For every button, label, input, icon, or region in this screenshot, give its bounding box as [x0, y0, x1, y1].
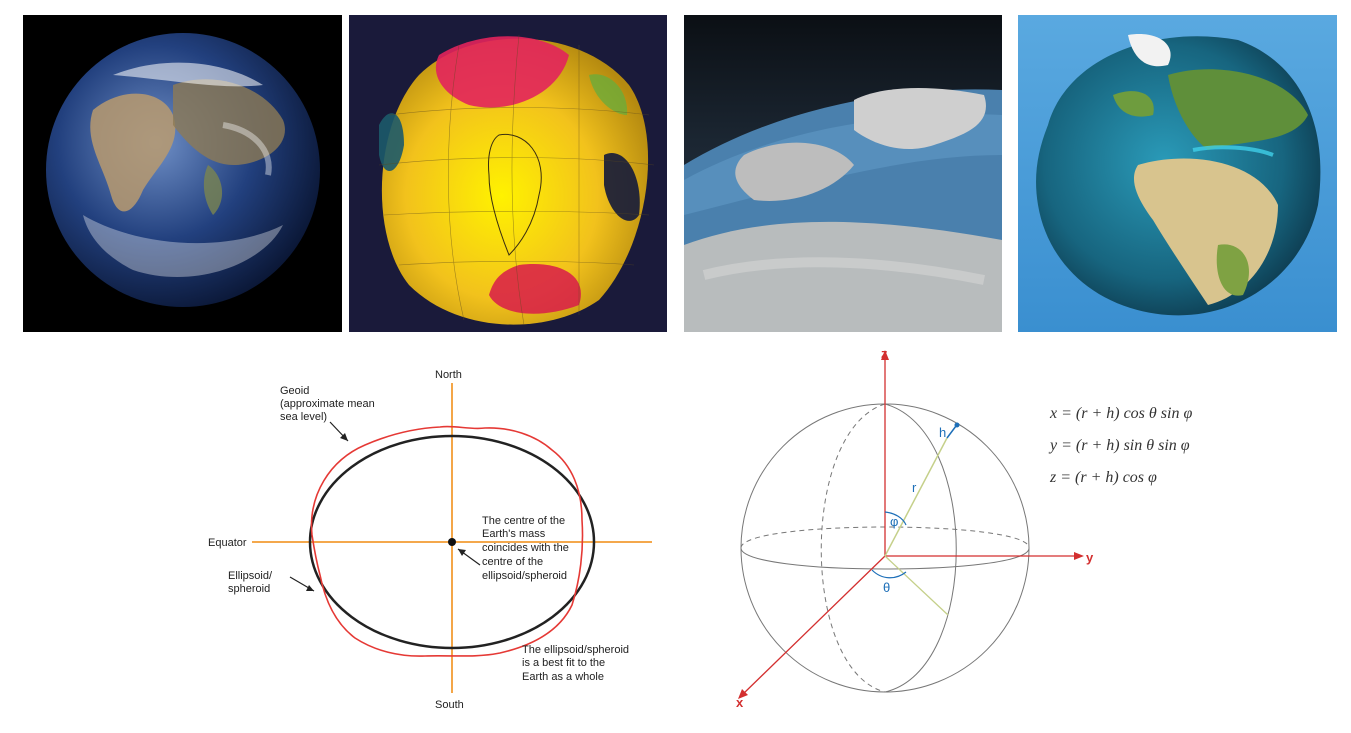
- formula-z: z = (r + h) cos φ: [1050, 469, 1157, 486]
- geoid-label-3: sea level): [280, 411, 327, 423]
- relief-terrain-icon: [684, 15, 1002, 332]
- centre-note-1: The centre of the: [482, 515, 565, 527]
- earth-photo: [23, 15, 342, 332]
- formula-y: y = (r + h) sin θ sin φ: [1050, 437, 1190, 454]
- z-arrowhead: [881, 350, 889, 360]
- north-label: North: [435, 369, 462, 381]
- meridian-front: [884, 403, 957, 693]
- theta-label: θ: [883, 580, 890, 595]
- x-axis: [741, 555, 886, 696]
- ellipsoid-arrowhead: [306, 585, 314, 591]
- fit-note-2: is a best fit to the: [522, 657, 605, 669]
- geoid-ellipsoid-diagram: North South Equator Geoid (approximate m…: [180, 355, 680, 725]
- geoid-gravity-map: [349, 15, 667, 332]
- y-axis-label: y: [1086, 550, 1094, 565]
- equator-front: [740, 547, 1030, 570]
- earth-relief-globe: [1018, 15, 1337, 332]
- geoid-label-1: Geoid: [280, 385, 309, 397]
- relief-terrain: [684, 15, 1002, 332]
- geoid-shape: [310, 425, 584, 657]
- centre-point: [448, 538, 456, 546]
- theta-arc: [871, 569, 907, 579]
- conversion-formulas: x = (r + h) cos θ sin φ y = (r + h) sin …: [1050, 398, 1290, 494]
- earth-photo-icon: [23, 15, 342, 332]
- phi-label: φ: [890, 514, 898, 529]
- height-vector: [946, 425, 957, 439]
- earth-relief-globe-icon: [1018, 15, 1337, 332]
- projection-line: [884, 555, 949, 616]
- ellipsoid-label-1: Ellipsoid/: [228, 570, 273, 582]
- south-label: South: [435, 699, 464, 711]
- geoid-label-2: (approximate mean: [280, 398, 375, 410]
- spherical-coordinates-diagram: z y x r h φ θ: [720, 340, 1140, 725]
- ellipsoid-label-2: spheroid: [228, 583, 270, 595]
- geoid-gravity-map-icon: [349, 15, 667, 332]
- equator-back: [740, 526, 1030, 549]
- x-axis-label: x: [736, 695, 744, 710]
- centre-note-5: ellipsoid/spheroid: [482, 570, 567, 582]
- meridian-back: [820, 403, 886, 693]
- z-axis-label: z: [881, 346, 888, 361]
- point-marker: [954, 422, 960, 428]
- y-arrowhead: [1074, 552, 1084, 560]
- equator-label: Equator: [208, 537, 247, 549]
- r-label: r: [912, 480, 917, 495]
- centre-arrowhead: [458, 549, 466, 556]
- centre-note-3: coincides with the: [482, 542, 569, 554]
- fit-note-3: Earth as a whole: [522, 671, 604, 683]
- radius-vector: [884, 437, 948, 557]
- centre-note-4: centre of the: [482, 556, 543, 568]
- fit-note-1: The ellipsoid/spheroid: [522, 644, 629, 656]
- x-arrowhead: [738, 689, 748, 699]
- geoid-arrowhead: [340, 433, 348, 441]
- formula-x: x = (r + h) cos θ sin φ: [1050, 405, 1193, 422]
- h-label: h: [939, 425, 946, 440]
- ellipsoid-shape: [308, 434, 596, 650]
- centre-note-2: Earth's mass: [482, 528, 546, 540]
- phi-arc: [884, 511, 907, 526]
